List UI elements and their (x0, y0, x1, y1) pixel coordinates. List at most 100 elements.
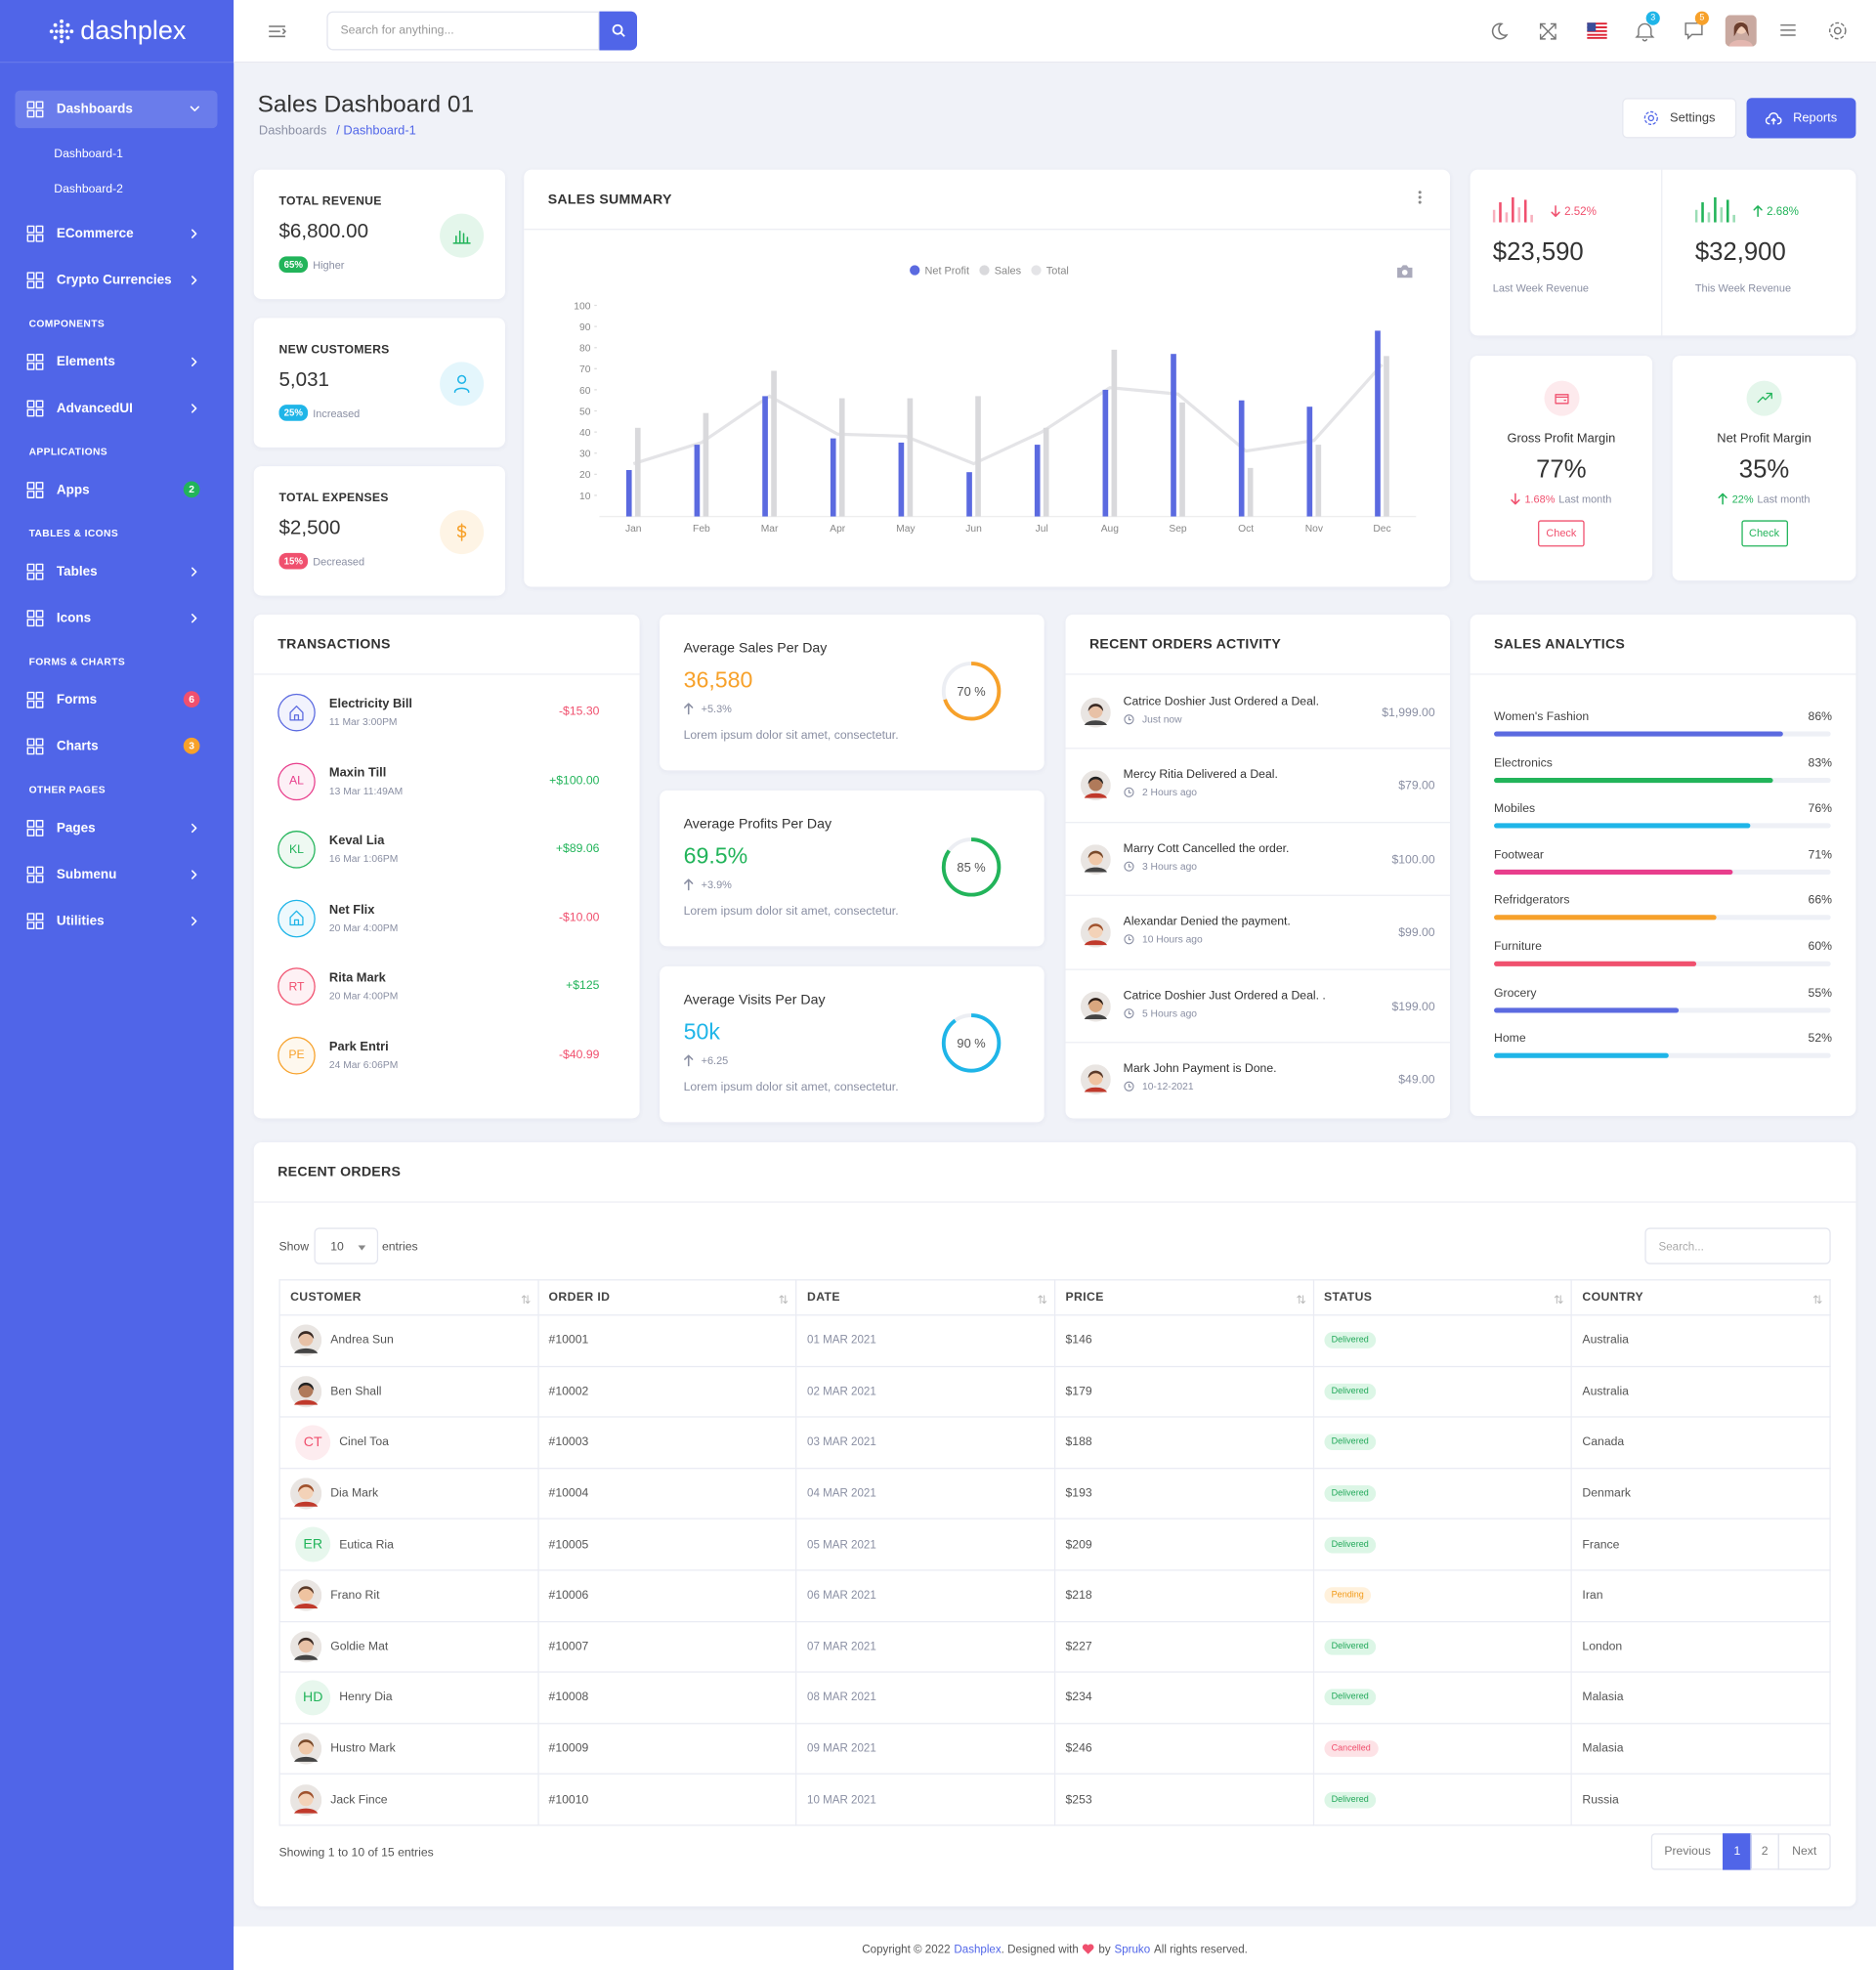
menu-item[interactable]: Charts 3 (15, 722, 217, 769)
mini-bar (1714, 196, 1717, 223)
table-cell: Russia (1570, 1773, 1831, 1826)
cell-text: #10002 (548, 1385, 589, 1399)
menu-chevron-path (191, 823, 197, 833)
search-input[interactable]: Search for anything... (326, 11, 600, 51)
stat-note: Decreased (313, 554, 365, 568)
menu-label: Forms (56, 691, 98, 707)
menu-item[interactable]: Forms 6 (15, 676, 217, 723)
notifications[interactable]: 3 (1635, 11, 1660, 48)
menu-item[interactable]: Apps 2 (15, 466, 217, 513)
cell-text: $227 (1065, 1640, 1092, 1654)
check-button[interactable]: Check (1538, 520, 1585, 547)
search-button[interactable] (599, 11, 638, 51)
page-button[interactable]: Previous (1650, 1833, 1725, 1870)
stat-card: NEW CUSTOMERS 5,031 25% Increased (253, 318, 505, 448)
page-button[interactable]: 1 (1723, 1833, 1752, 1870)
logo-icon (49, 19, 74, 43)
top-bar: Search for anything... 3 5 (234, 0, 1876, 64)
table-cell: #10004 (536, 1467, 797, 1520)
activity-amount: $99.00 (1398, 926, 1435, 941)
table-search[interactable]: Search... (1644, 1227, 1831, 1264)
cell-text: #10006 (548, 1588, 589, 1603)
settings-icon[interactable] (1827, 21, 1849, 42)
user-avatar[interactable] (1725, 15, 1757, 47)
table-cell: Delivered (1312, 1620, 1573, 1673)
menu-item[interactable]: ECommerce (15, 210, 217, 257)
customer-name: Eutica Ria (339, 1537, 394, 1552)
column-header[interactable]: DATE (795, 1279, 1056, 1316)
submenu-item[interactable]: Dashboard-1 (54, 147, 123, 161)
y-tick-label: 50 (579, 407, 591, 417)
footer-author[interactable]: Spruko (1114, 1942, 1151, 1955)
table-cell: #10010 (536, 1773, 797, 1826)
progress-bar (1494, 869, 1733, 875)
breadcrumb-item[interactable]: Dashboards (258, 124, 327, 139)
status-badge: Delivered (1323, 1638, 1377, 1655)
theme-toggle[interactable] (1489, 21, 1510, 42)
download-icon-lens (1401, 269, 1408, 276)
analytics-label: Mobiles (1494, 801, 1536, 816)
menu-icon-path (26, 563, 44, 579)
logo[interactable]: dashplex (0, 0, 234, 64)
avatar (290, 1324, 322, 1356)
cell-text: 04 MAR 2021 (807, 1486, 876, 1500)
card-menu[interactable] (1418, 190, 1423, 204)
menu-toggle[interactable] (268, 23, 287, 38)
menu-icon (26, 563, 44, 579)
trend-arrow (1551, 205, 1560, 217)
menu-item[interactable]: Dashboards (15, 90, 218, 129)
menu-item[interactable]: Pages (15, 804, 217, 851)
submenu-item[interactable]: Dashboard-2 (54, 182, 123, 196)
page-button[interactable]: Next (1777, 1833, 1831, 1870)
avatar-hair (298, 1331, 315, 1340)
x-tick-label: Oct (1238, 524, 1254, 535)
right-sidebar-toggle[interactable] (1779, 22, 1797, 37)
page-button[interactable]: 2 (1750, 1833, 1779, 1870)
average-title: Average Profits Per Day (683, 816, 832, 833)
language-flag[interactable] (1587, 22, 1607, 39)
column-header[interactable]: ORDER ID (536, 1279, 797, 1316)
menu-item[interactable]: Elements (15, 338, 217, 385)
menu-item[interactable]: Submenu (15, 851, 217, 898)
column-header[interactable]: COUNTRY (1570, 1279, 1831, 1316)
mini-bar (1726, 199, 1729, 223)
transaction-name: Park Entri (328, 1040, 389, 1054)
activity-time: 10-12-2021 (1124, 1081, 1194, 1092)
customer-name: Hustro Mark (330, 1741, 396, 1756)
clock-icon-path (1124, 714, 1134, 725)
average-card: Average Visits Per Day 50k +6.25 Lorem ipsu… (660, 965, 1045, 1123)
menu-item[interactable]: Tables (15, 548, 217, 595)
table-row: ER Eutica Ria #10005 05 MAR 2021 $209 Deliver… (278, 1518, 1831, 1571)
check-button[interactable]: Check (1740, 520, 1788, 547)
settings-button[interactable]: Settings (1622, 98, 1737, 139)
footer-brand[interactable]: Dashplex (954, 1942, 1002, 1955)
customer-name: Dia Mark (330, 1486, 379, 1501)
column-header[interactable]: CUSTOMER (278, 1279, 539, 1316)
bar (1102, 389, 1109, 517)
column-header[interactable]: PRICE (1053, 1279, 1314, 1316)
menu-item[interactable]: AdvancedUI (15, 385, 217, 432)
menu-item[interactable]: Crypto Currencies (15, 256, 217, 303)
cell-text: #10010 (548, 1792, 589, 1807)
length-select[interactable]: 10 (314, 1227, 379, 1264)
sort-icon (1296, 1295, 1305, 1305)
legend-label: Sales (995, 265, 1022, 277)
messages[interactable]: 5 (1684, 11, 1709, 47)
column-header[interactable]: STATUS (1312, 1279, 1573, 1316)
card-header: RECENT ORDERS (253, 1142, 1856, 1203)
menu-badge: 2 (183, 481, 200, 498)
fullscreen-toggle[interactable] (1538, 21, 1558, 42)
reports-button[interactable]: Reports (1746, 98, 1856, 139)
table-cell: HD Henry Dia (278, 1671, 539, 1725)
menu-chevron (191, 403, 197, 412)
activity-text: Catrice Doshier Just Ordered a Deal. (1123, 695, 1319, 709)
menu-item[interactable]: Icons (15, 594, 217, 641)
column-title: DATE (807, 1290, 840, 1305)
status-badge: Delivered (1323, 1536, 1377, 1554)
clock-icon-path (1124, 788, 1134, 798)
menu-item[interactable]: Utilities (15, 897, 217, 944)
avatar-hair (298, 1484, 315, 1493)
x-tick-label: Apr (830, 524, 846, 535)
activity-time-value: 10-12-2021 (1141, 1080, 1194, 1092)
sort-icon-path (1038, 1295, 1047, 1305)
